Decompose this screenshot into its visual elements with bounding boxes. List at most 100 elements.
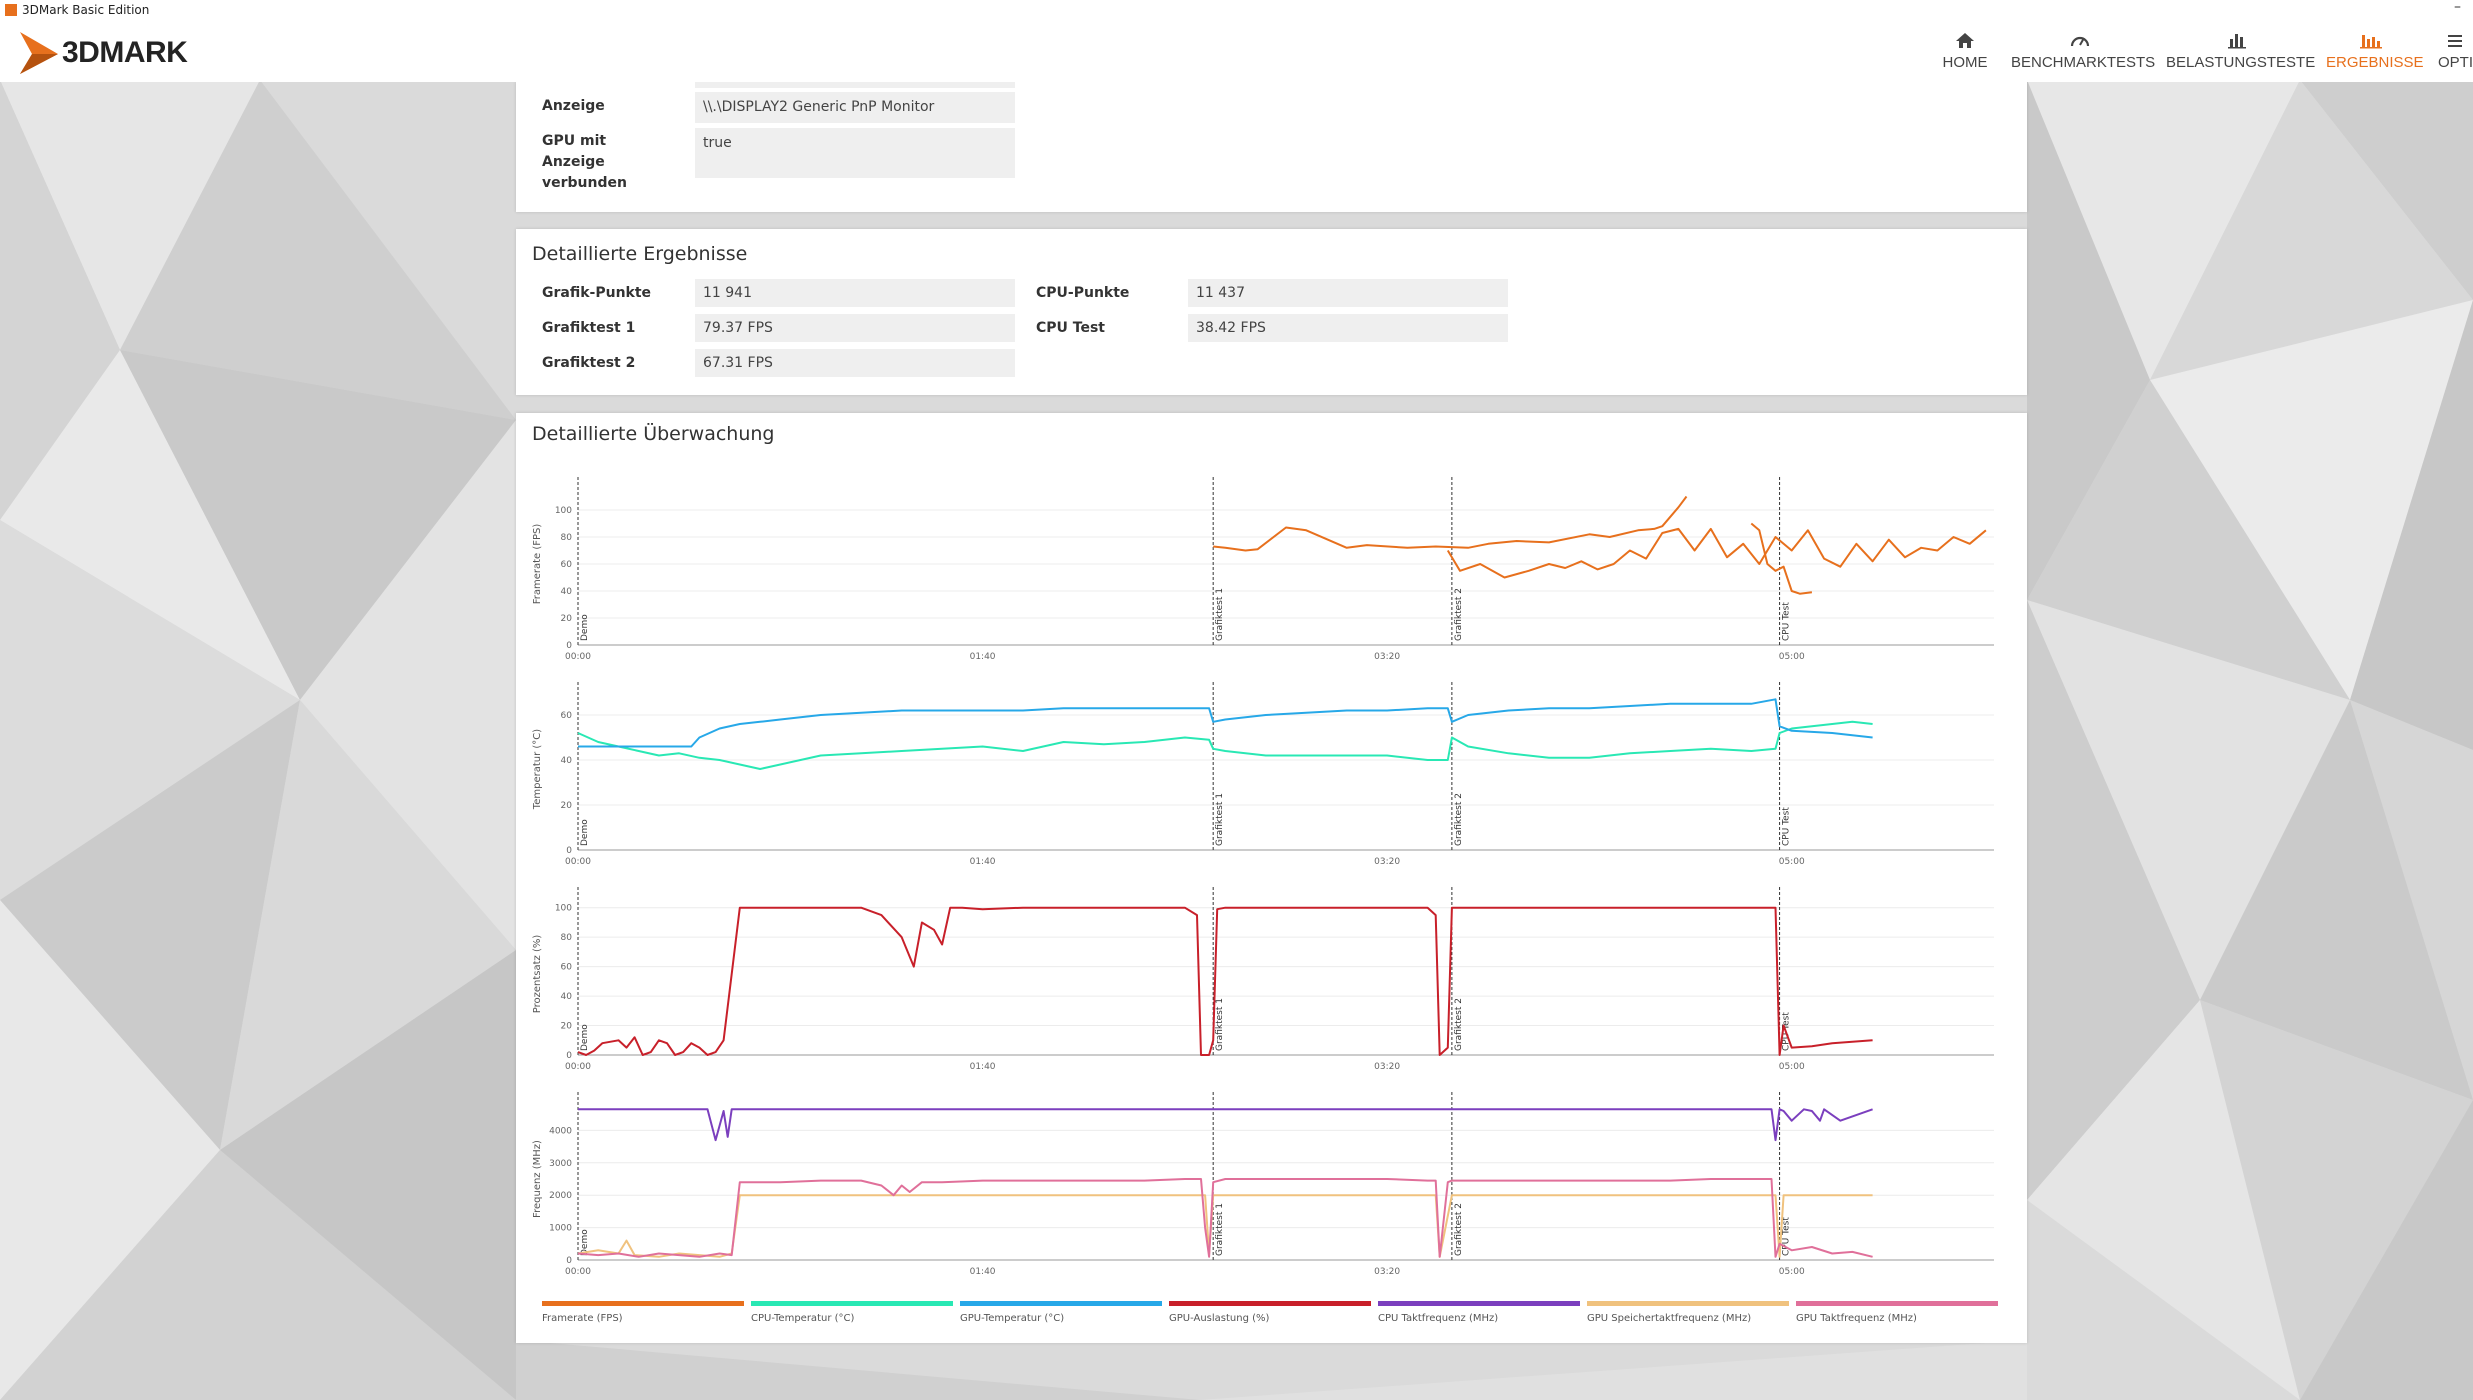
results-chart-icon [2360, 35, 2382, 49]
legend-label: GPU Speichertaktfrequenz (MHz) [1587, 1313, 1752, 1324]
detailed-monitoring-title: Detaillierte Überwachung [532, 423, 775, 445]
test-marker-label: CPU Test [1782, 807, 1792, 846]
test-marker-label: Grafiktest 1 [1215, 1203, 1225, 1256]
legend-item[interactable]: GPU Speichertaktfrequenz (MHz) [1587, 1301, 1789, 1324]
nav-ergebnisse[interactable]: ERGEBNISSE [2326, 20, 2424, 82]
series-line [577, 906, 1873, 1056]
y-tick-label: 4000 [549, 1126, 572, 1136]
legend-item[interactable]: CPU-Temperatur (°C) [751, 1301, 953, 1324]
cpu-score-label: CPU-Punkte [1036, 285, 1130, 301]
monitoring-charts: 0 20 40 60 80 100 Framerate (FPS) 00:00 01:40 03:… [532, 477, 1994, 1277]
legend-label: GPU-Auslastung (%) [1169, 1313, 1270, 1324]
scrolled-field-edge [695, 82, 1015, 88]
nav-home-label: HOME [1942, 54, 1988, 71]
test-marker-label: Grafiktest 2 [1454, 793, 1464, 846]
y-tick-label: 0 [566, 1256, 572, 1266]
y-tick-label: 60 [561, 560, 573, 570]
test-marker-label: Grafiktest 1 [1215, 588, 1225, 641]
legend-item[interactable]: GPU-Auslastung (%) [1169, 1301, 1371, 1324]
y-tick-label: 20 [561, 614, 573, 624]
x-tick-label: 00:00 [565, 857, 591, 867]
x-tick-label: 05:00 [1779, 1062, 1805, 1072]
test-marker-label: Grafiktest 1 [1215, 793, 1225, 846]
y-tick-label: 60 [561, 963, 573, 973]
test-marker-label: Demo [580, 819, 590, 846]
nav-optionen-label: OPTI [2438, 54, 2473, 71]
legend-item[interactable]: Framerate (FPS) [542, 1301, 744, 1324]
y-axis-label: Framerate (FPS) [532, 524, 543, 605]
display-info-panel: Anzeige \\.\DISPLAY2 Generic PnP Monitor… [516, 82, 2027, 212]
graphics-test-1-value: 79.37 FPS [695, 314, 1015, 342]
test-marker-label: Grafiktest 2 [1454, 588, 1464, 641]
test-marker-label: Demo [580, 614, 590, 641]
y-axis-label: Prozentsatz (%) [532, 935, 543, 1014]
y-tick-label: 40 [561, 992, 573, 1002]
monitoring-chart-0: 0 20 40 60 80 100 Framerate (FPS) 00:00 01:40 03:… [532, 477, 1994, 662]
y-tick-label: 80 [561, 533, 573, 543]
legend-label: GPU Taktfrequenz (MHz) [1796, 1313, 1917, 1324]
series-line [578, 1108, 1873, 1142]
x-tick-label: 05:00 [1779, 652, 1805, 662]
x-tick-label: 03:20 [1374, 1062, 1400, 1072]
y-tick-label: 40 [561, 587, 573, 597]
app-icon [5, 4, 17, 16]
legend-swatch [1587, 1301, 1789, 1306]
legend-label: CPU-Temperatur (°C) [751, 1313, 855, 1324]
y-tick-label: 40 [561, 756, 573, 766]
y-tick-label: 20 [561, 801, 573, 811]
series-line [1446, 527, 1987, 579]
test-marker-label: Grafiktest 1 [1215, 998, 1225, 1051]
nav-belastungsteste-label: BELASTUNGSTESTE [2166, 54, 2316, 71]
display-value: \\.\DISPLAY2 Generic PnP Monitor [695, 92, 1015, 123]
cpu-test-label: CPU Test [1036, 320, 1105, 336]
legend-item[interactable]: CPU Taktfrequenz (MHz) [1378, 1301, 1580, 1324]
legend-item[interactable]: GPU-Temperatur (°C) [960, 1301, 1162, 1324]
series-line [578, 698, 1873, 748]
x-tick-label: 05:00 [1779, 857, 1805, 867]
minimize-button[interactable]: – [2454, 0, 2461, 15]
x-tick-label: 03:20 [1374, 857, 1400, 867]
nav-optionen[interactable]: OPTI [2438, 20, 2473, 82]
cpu-test-value: 38.42 FPS [1188, 314, 1508, 342]
test-marker-label: CPU Test [1782, 1217, 1792, 1256]
3dmark-logo-icon [20, 32, 58, 74]
graphics-test-2-value: 67.31 FPS [695, 349, 1015, 377]
detailed-results-panel: Detaillierte Ergebnisse Grafik-Punkte 11… [516, 229, 2027, 395]
graphics-test-2-label: Grafiktest 2 [542, 355, 636, 371]
x-tick-label: 01:40 [970, 857, 996, 867]
x-tick-label: 00:00 [565, 1062, 591, 1072]
monitoring-chart-2: 0 20 40 60 80 100 Prozentsatz (%) 00:00 01:40 03:… [532, 887, 1994, 1072]
brand-logo[interactable]: 3DMARK [18, 28, 238, 78]
series-line [1750, 522, 1813, 595]
y-tick-label: 3000 [549, 1159, 572, 1169]
x-tick-label: 00:00 [565, 1267, 591, 1277]
x-tick-label: 01:40 [970, 1267, 996, 1277]
y-tick-label: 2000 [549, 1191, 572, 1201]
cpu-score-value: 11 437 [1188, 279, 1508, 307]
x-tick-label: 05:00 [1779, 1267, 1805, 1277]
nav-benchmarktests[interactable]: BENCHMARKTESTS [2011, 20, 2155, 82]
legend-swatch [1169, 1301, 1371, 1306]
x-tick-label: 01:40 [970, 652, 996, 662]
gpu-connected-label: GPU mit Anzeige verbunden [542, 133, 627, 191]
y-axis-label: Temperatur (°C) [532, 729, 543, 810]
monitoring-chart-1: 0 20 40 60 Temperatur (°C) 00:00 01:40 03:20 05:… [532, 682, 1994, 867]
series-line [1213, 495, 1688, 552]
nav-home[interactable]: HOME [1935, 20, 1995, 82]
test-marker-label: Demo [580, 1024, 590, 1051]
app-header: 3DMARK HOME BENCHMARKTESTS BELASTUNGSTES… [0, 20, 2473, 82]
x-tick-label: 01:40 [970, 1062, 996, 1072]
y-tick-label: 60 [561, 711, 573, 721]
home-icon [1956, 33, 1974, 48]
legend-item[interactable]: GPU Taktfrequenz (MHz) [1796, 1301, 1998, 1324]
y-tick-label: 20 [561, 1022, 573, 1032]
y-tick-label: 1000 [549, 1224, 572, 1234]
options-icon [2448, 35, 2462, 47]
graphics-score-value: 11 941 [695, 279, 1015, 307]
legend-swatch [960, 1301, 1162, 1306]
test-marker-label: Grafiktest 2 [1454, 998, 1464, 1051]
x-tick-label: 03:20 [1374, 652, 1400, 662]
nav-belastungsteste[interactable]: BELASTUNGSTESTE [2166, 20, 2316, 82]
legend-swatch [751, 1301, 953, 1306]
y-tick-label: 0 [566, 1051, 572, 1061]
